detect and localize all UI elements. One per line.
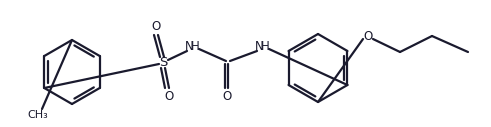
Text: H: H <box>261 41 270 53</box>
Text: S: S <box>159 55 167 68</box>
Text: N: N <box>255 41 263 53</box>
Text: O: O <box>363 29 373 43</box>
Text: CH₃: CH₃ <box>27 110 49 120</box>
Text: H: H <box>191 41 199 53</box>
Text: O: O <box>222 90 232 102</box>
Text: N: N <box>185 41 193 53</box>
Text: O: O <box>151 20 161 34</box>
Text: O: O <box>164 90 174 102</box>
